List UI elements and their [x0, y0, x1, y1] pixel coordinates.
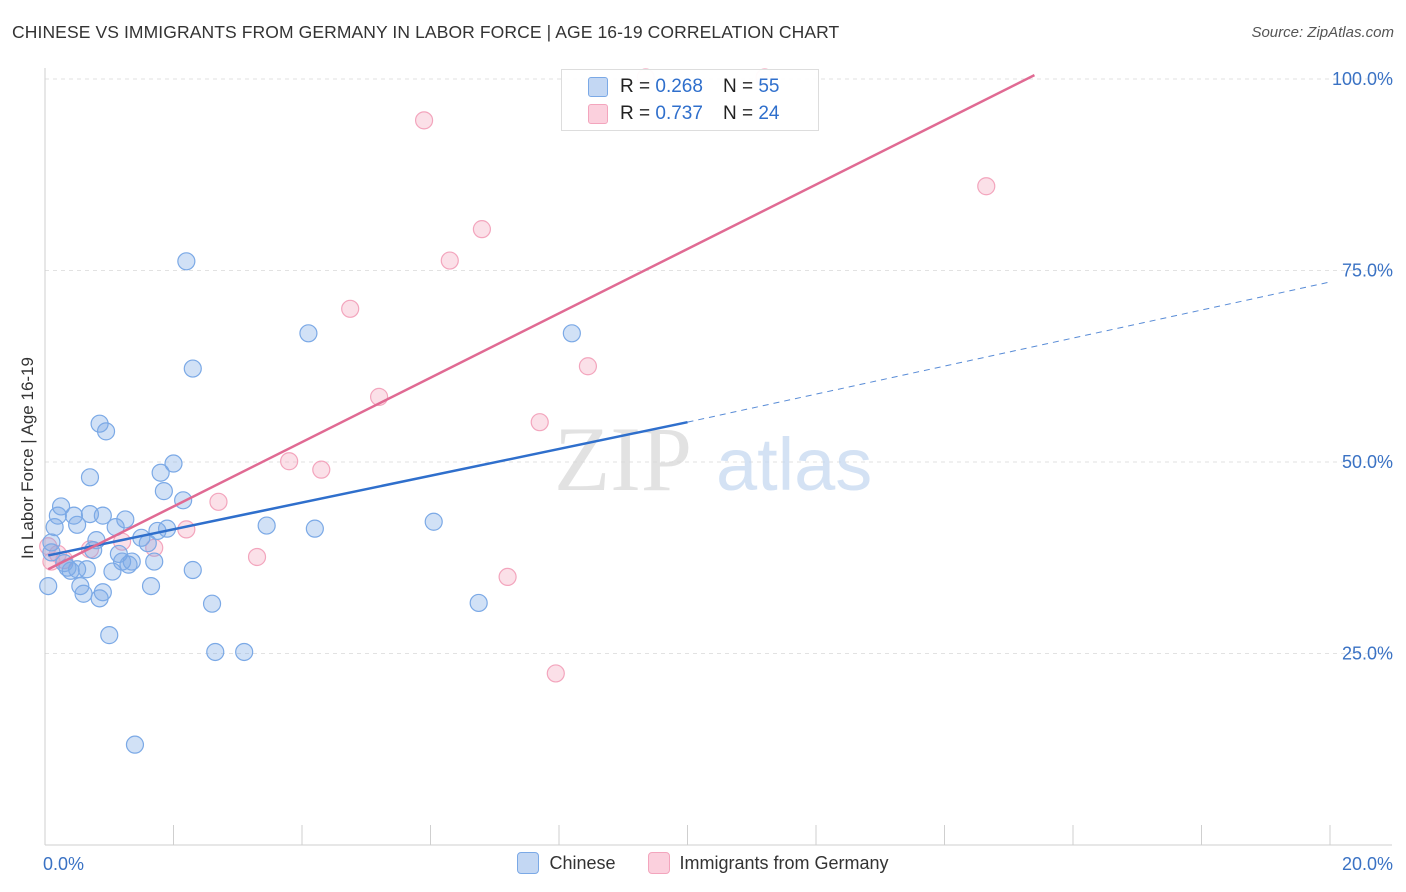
- chinese-swatch: [517, 852, 540, 874]
- series-legend: Chinese Immigrants from Germany: [0, 852, 1406, 874]
- chart-title: CHINESE VS IMMIGRANTS FROM GERMANY IN LA…: [12, 22, 840, 42]
- chinese-point: [206, 642, 225, 662]
- chinese-point: [103, 562, 122, 581]
- legend-label-germany: Immigrants from Germany: [679, 852, 889, 873]
- germany-point: [280, 452, 299, 471]
- legend-item-germany: Immigrants from Germany: [647, 852, 889, 874]
- n-value-chinese: 55: [758, 76, 780, 97]
- germany-swatch: [647, 852, 670, 874]
- y-axis-label: In Labor Force | Age 16-19: [18, 357, 37, 559]
- germany-trend-line: [47, 74, 1036, 571]
- source-label: Source: ZipAtlas.com: [1251, 24, 1394, 41]
- chinese-point: [202, 594, 222, 613]
- n-label: N =: [722, 103, 754, 124]
- chinese-point: [96, 422, 116, 441]
- watermark-atlas: atlas: [716, 423, 872, 506]
- germany-point: [977, 177, 996, 196]
- germany-point: [546, 664, 565, 683]
- chinese-point: [45, 518, 64, 537]
- y-tick-label: 100.0%: [1332, 69, 1393, 89]
- chinese-point: [74, 584, 93, 603]
- germany-point: [209, 492, 228, 511]
- chinese-point: [51, 497, 71, 516]
- chinese-point: [177, 252, 196, 271]
- chinese-point: [183, 359, 202, 378]
- chinese-point: [151, 463, 170, 482]
- watermark-zip: ZIP: [554, 408, 692, 510]
- r-label: R =: [620, 103, 651, 124]
- y-tick-label: 50.0%: [1342, 452, 1393, 472]
- chinese-point: [68, 515, 87, 534]
- chinese-point: [61, 561, 80, 580]
- chinese-point: [116, 510, 135, 529]
- x-tick-label: 0.0%: [43, 854, 84, 874]
- r-value-germany: 0.737: [655, 103, 703, 124]
- chinese-point: [80, 468, 100, 487]
- legend-row-chinese: R = 0.268 N = 55: [588, 74, 779, 100]
- germany-point: [578, 357, 598, 376]
- correlation-legend: R = 0.268 N = 55 R = 0.737 N = 24: [561, 69, 819, 131]
- chinese-point: [145, 552, 164, 571]
- y-tick-label: 75.0%: [1342, 261, 1393, 281]
- chinese-point: [183, 560, 202, 580]
- chinese-point: [122, 552, 141, 571]
- chinese-point: [154, 482, 173, 501]
- chinese-trend-extension: [687, 281, 1331, 423]
- germany-point: [312, 460, 331, 479]
- n-value-germany: 24: [758, 103, 780, 124]
- chinese-point: [299, 324, 318, 343]
- germany-point: [498, 567, 517, 587]
- germany-point: [247, 547, 267, 567]
- x-tick-label: 20.0%: [1342, 854, 1393, 874]
- chinese-point: [235, 642, 254, 662]
- n-label: N =: [722, 76, 754, 97]
- chinese-point: [469, 593, 488, 613]
- germany-point: [530, 413, 549, 432]
- chinese-point: [562, 324, 581, 343]
- germany-point: [414, 111, 434, 130]
- chinese-trend-line: [47, 420, 688, 557]
- germany-point: [472, 220, 491, 239]
- legend-row-germany: R = 0.737 N = 24: [588, 101, 779, 127]
- chinese-point: [305, 519, 324, 538]
- r-value-chinese: 0.268: [655, 76, 703, 97]
- germany-swatch: [588, 104, 608, 124]
- legend-item-chinese: Chinese: [517, 852, 616, 874]
- chinese-point: [125, 735, 145, 754]
- chinese-point: [93, 506, 112, 525]
- chinese-point: [39, 576, 58, 596]
- y-tick-label: 25.0%: [1342, 644, 1393, 664]
- chinese-point: [119, 555, 138, 574]
- germany-point: [177, 520, 196, 539]
- chinese-point: [141, 576, 161, 596]
- r-label: R =: [620, 76, 651, 97]
- chinese-point: [100, 626, 119, 645]
- germany-point: [440, 251, 459, 270]
- chinese-point: [93, 583, 112, 602]
- chinese-point: [424, 512, 443, 531]
- germany-point: [341, 299, 360, 318]
- chinese-swatch: [588, 77, 608, 97]
- chinese-point: [164, 454, 183, 473]
- chinese-point: [42, 533, 61, 552]
- chinese-point: [257, 516, 276, 535]
- legend-label-chinese: Chinese: [549, 852, 616, 873]
- chinese-point: [77, 560, 96, 579]
